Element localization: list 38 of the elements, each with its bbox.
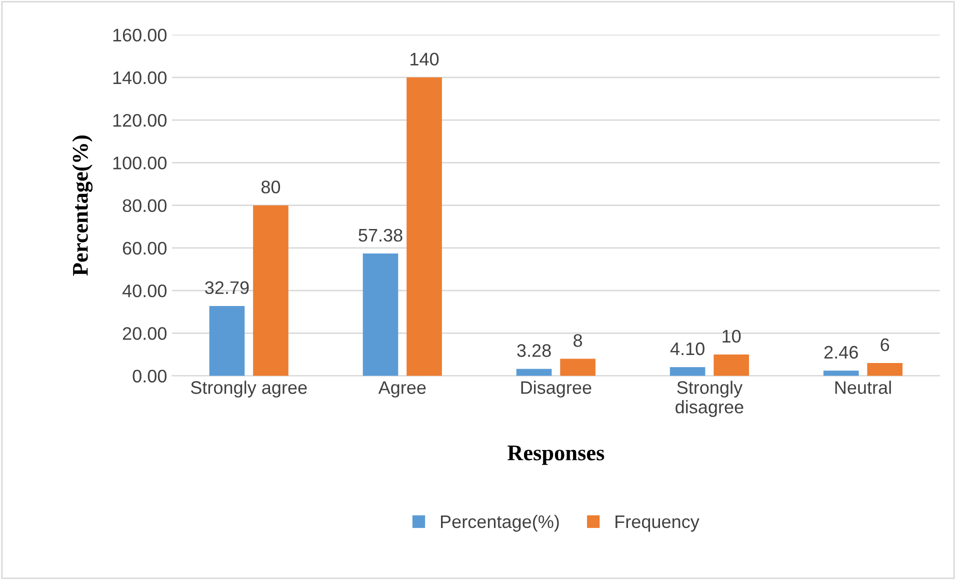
legend-label: Percentage(%) bbox=[440, 514, 559, 532]
y-tick-label: 40.00 bbox=[122, 284, 167, 298]
data-label: 6 bbox=[880, 338, 890, 352]
bar bbox=[362, 254, 398, 376]
bar bbox=[670, 367, 706, 376]
bar bbox=[516, 368, 552, 376]
data-label: 57.38 bbox=[358, 228, 402, 242]
y-axis-title: Percentage(%) bbox=[72, 136, 93, 276]
y-tick-label: 60.00 bbox=[122, 242, 167, 255]
data-label: 80 bbox=[261, 180, 280, 194]
y-tick-label: 0.00 bbox=[132, 370, 167, 383]
data-label: 4.10 bbox=[670, 342, 704, 356]
x-tick-label: Neutral bbox=[835, 380, 891, 394]
data-label: 10 bbox=[722, 330, 741, 343]
legend-label: Frequency bbox=[616, 516, 700, 532]
data-label: 2.46 bbox=[824, 346, 858, 359]
x-axis-title: Responses bbox=[508, 446, 604, 465]
data-label: 32.79 bbox=[205, 281, 249, 294]
y-tick-label: 120.00 bbox=[113, 114, 167, 127]
bar bbox=[714, 354, 749, 376]
bar bbox=[253, 205, 288, 376]
y-tick-label: 160.00 bbox=[113, 28, 167, 42]
data-label: 8 bbox=[574, 334, 582, 347]
bar bbox=[823, 370, 859, 376]
x-tick-label: Disagree bbox=[521, 380, 592, 398]
y-tick-label: 20.00 bbox=[122, 327, 167, 340]
y-tick-label: 80.00 bbox=[122, 199, 167, 212]
y-tick-label: 100.00 bbox=[113, 156, 167, 170]
y-tick-label: 140.00 bbox=[113, 71, 167, 84]
bar bbox=[867, 363, 903, 376]
data-label: 140 bbox=[410, 52, 439, 66]
x-tick-label: Agree bbox=[378, 381, 426, 398]
bar bbox=[209, 306, 245, 376]
data-label: 3.28 bbox=[517, 344, 551, 357]
x-tick-label: Strongly disagree bbox=[676, 380, 744, 417]
x-tick-label: Strongly agree bbox=[190, 380, 307, 398]
bar bbox=[406, 77, 442, 376]
bar bbox=[560, 358, 596, 376]
